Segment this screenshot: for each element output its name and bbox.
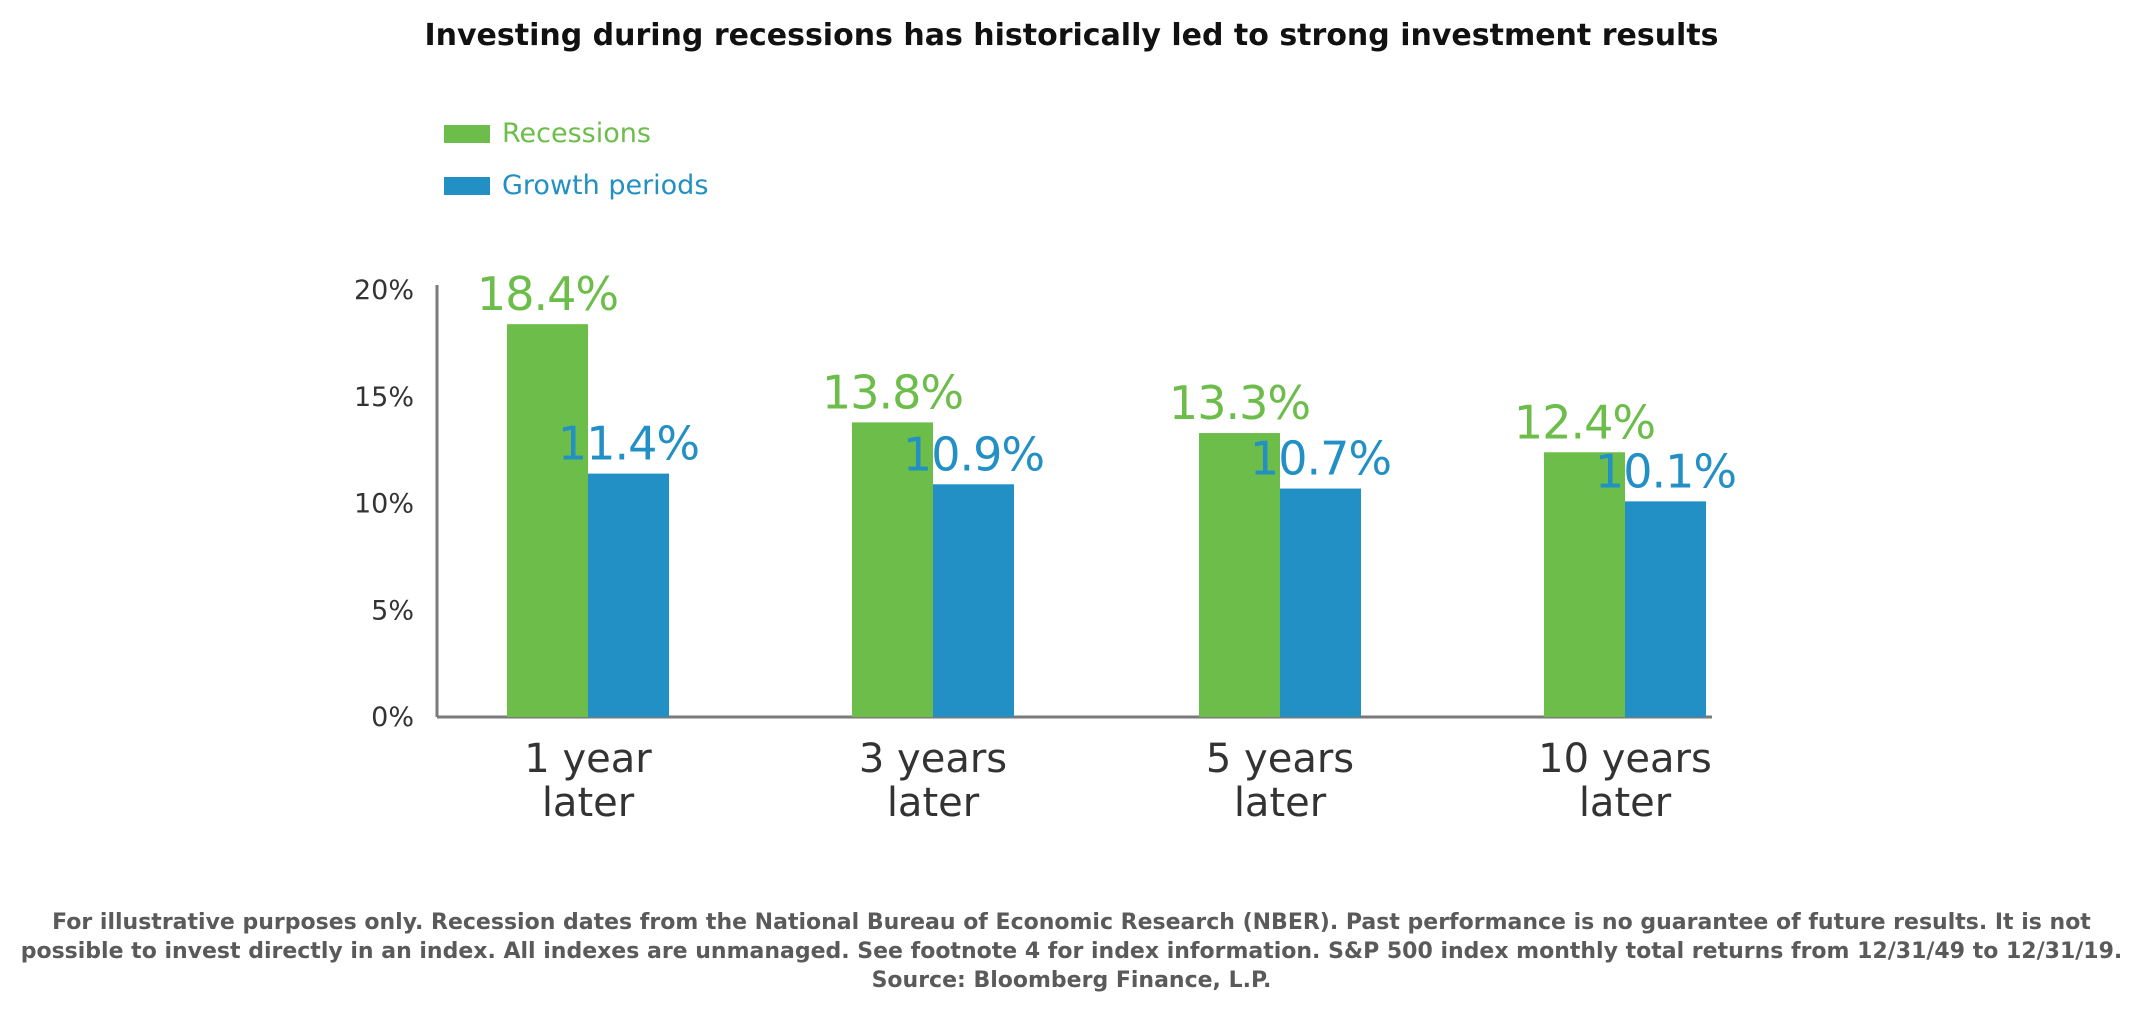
y-tick-label: 10% [354,489,414,520]
bar-growth-periods [1280,488,1361,717]
bar-growth-periods [933,484,1014,717]
legend-item-recessions: Recessions [444,118,651,149]
y-tick-label: 20% [354,275,414,306]
data-label: 10.1% [1595,444,1736,498]
bar-recessions [507,324,588,717]
data-label: 12.4% [1514,395,1655,449]
x-category-label: later [887,780,980,826]
data-label: 10.7% [1250,432,1391,486]
y-tick-label: 15% [354,382,414,413]
legend-item-growth-periods: Growth periods [444,170,708,201]
footnote: For illustrative purposes only. Recessio… [20,910,2123,993]
data-label: 11.4% [558,417,699,471]
bar-chart: 0% 5% 10% 15% 20% 18.4% 13.8% 13.3% 12.4% 11.4% 10… [354,267,1737,826]
legend-label-growth-periods: Growth periods [502,170,709,201]
x-category-label: 3 years [859,736,1007,782]
x-category-label: later [1234,780,1327,826]
x-category-label: 5 years [1206,736,1354,782]
data-label: 13.3% [1169,376,1310,430]
legend-label-recessions: Recessions [502,118,651,149]
chart-title: Investing during recessions has historic… [424,18,1719,53]
bar-growth-periods [588,473,669,717]
x-category-label: 1 year [524,736,652,782]
y-tick-label: 0% [371,702,414,733]
data-label: 18.4% [477,267,618,321]
bar-recessions [1199,433,1280,717]
x-category-label: later [542,780,635,826]
bar-recessions [1544,452,1625,717]
legend-swatch-recessions [444,124,490,143]
x-category-label: later [1579,780,1672,826]
y-tick-label: 5% [371,595,414,626]
bar-growth-periods [1625,501,1706,717]
bar-recessions [852,422,933,717]
legend-swatch-growth-periods [444,176,490,195]
data-label: 10.9% [903,427,1044,481]
data-label: 13.8% [822,365,963,419]
x-category-label: 10 years [1538,736,1712,782]
